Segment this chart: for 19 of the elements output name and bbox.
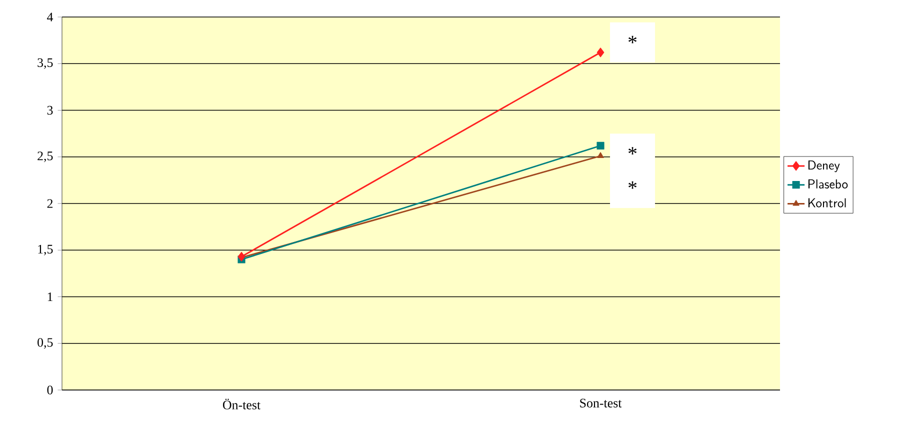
y-tick-label: 2 [47, 199, 53, 208]
y-tick-label: 3 [47, 106, 53, 115]
annotation: * [628, 147, 637, 154]
legend-label: Deney [808, 160, 840, 172]
point [596, 48, 604, 58]
y-tick-label: 0 [47, 386, 53, 394]
y-tick-label: 2,5 [38, 152, 53, 162]
annotation: * [628, 181, 637, 189]
y-tick-label: 1 [48, 292, 52, 302]
legend-label: Plasebo [808, 179, 848, 188]
legend-label: Kontrol [808, 198, 846, 208]
x-tick-label: Ön-test [222, 398, 260, 410]
y-tick-label: 1,5 [38, 244, 53, 256]
y-tick-label: 0,5 [38, 338, 53, 349]
point [596, 142, 604, 150]
annotation: * [628, 36, 637, 44]
y-tick-label: 4 [47, 12, 54, 22]
y-tick-label: 3,5 [38, 58, 53, 69]
x-tick-label: Son-test [580, 398, 622, 408]
